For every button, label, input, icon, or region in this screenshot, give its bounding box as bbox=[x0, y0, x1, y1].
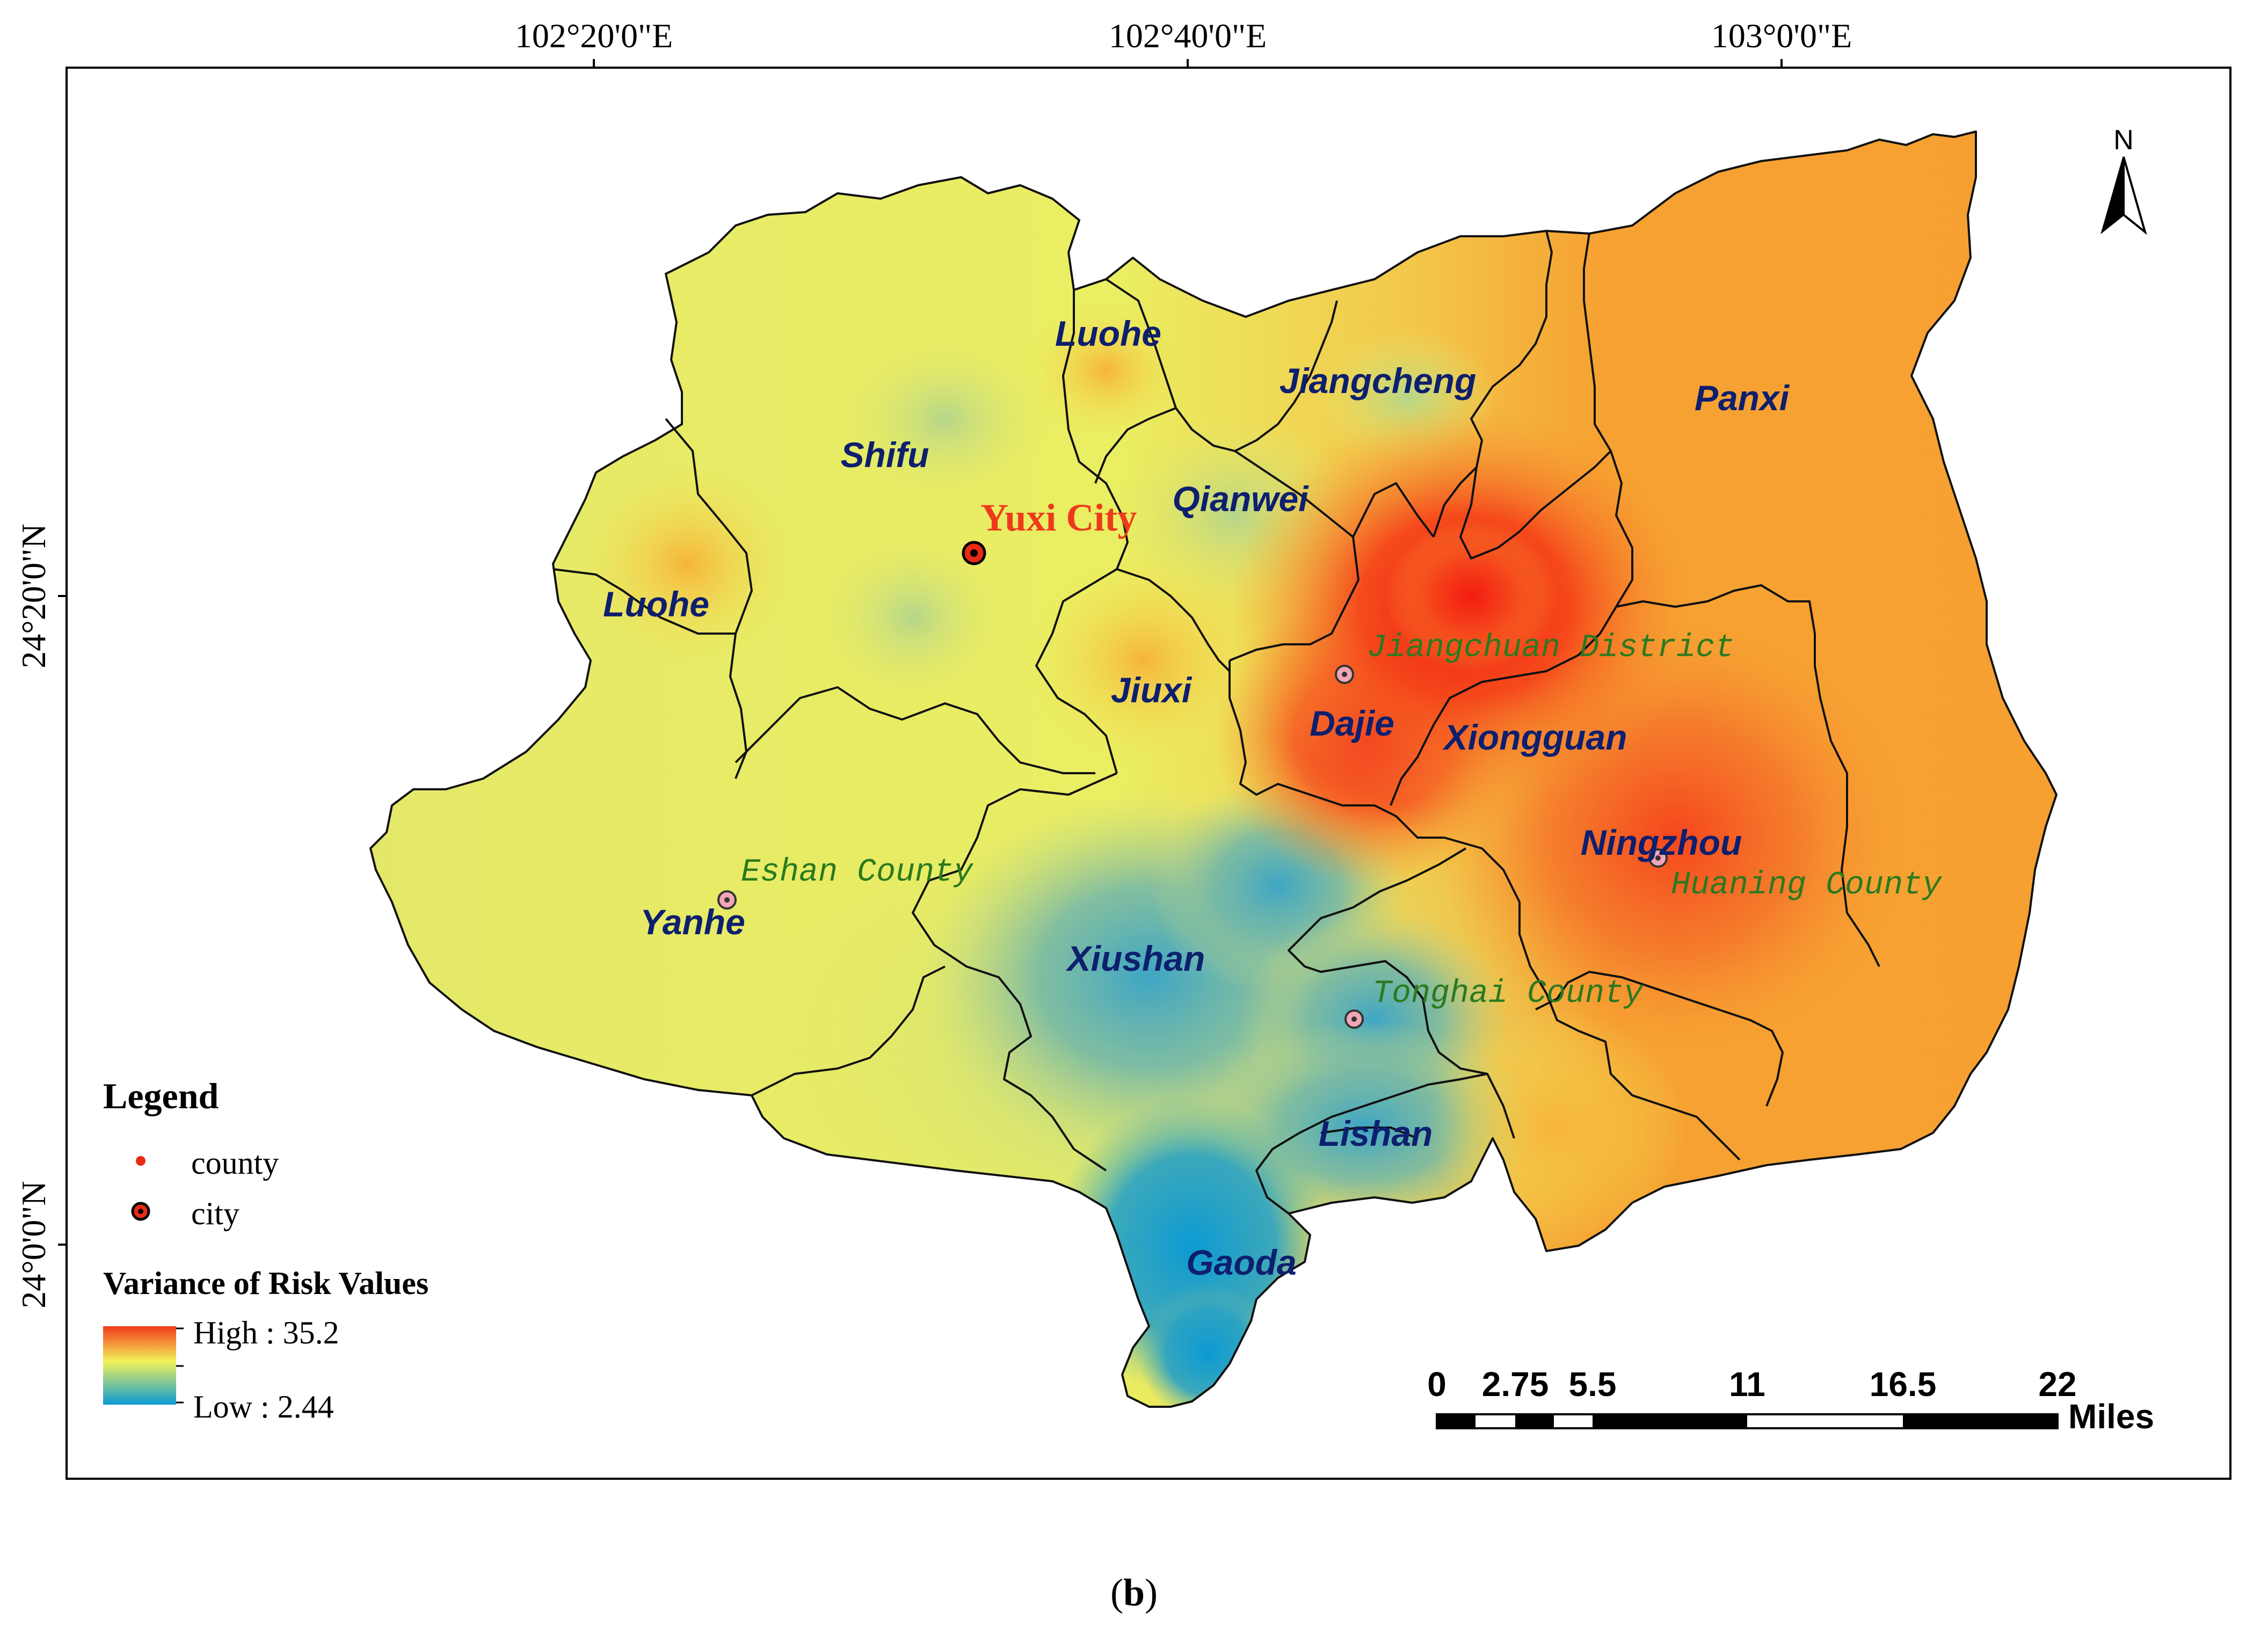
boundary-line bbox=[751, 965, 946, 1096]
legend-city-symbol bbox=[131, 1202, 150, 1221]
legend-color-ramp bbox=[103, 1326, 176, 1405]
town-label-yanhe: Yanhe bbox=[640, 902, 745, 942]
legend-low-label: Low : 2.44 bbox=[193, 1389, 334, 1424]
latitude-label-1: 24°20'0"N bbox=[14, 524, 53, 668]
graticule-ticks bbox=[58, 59, 1783, 1246]
scale-tick-2-75: 2.75 bbox=[1482, 1365, 1549, 1404]
town-label-jiuxi: Jiuxi bbox=[1111, 670, 1193, 710]
scale-tick-5-5: 5.5 bbox=[1569, 1365, 1617, 1404]
county-label-eshan: Eshan County bbox=[741, 854, 974, 891]
scale-tick-11: 11 bbox=[1729, 1365, 1765, 1404]
boundary-line bbox=[553, 568, 736, 635]
legend-county-symbol bbox=[136, 1156, 146, 1166]
town-label-dajie: Dajie bbox=[1310, 703, 1394, 743]
north-arrow: N bbox=[2100, 125, 2147, 235]
legend-variance-title: Variance of Risk Values bbox=[103, 1266, 428, 1301]
boundary-line bbox=[1535, 971, 1784, 1107]
town-label-panxi: Panxi bbox=[1695, 378, 1790, 418]
city-label-yuxi: Yuxi City bbox=[980, 496, 1137, 539]
boundary-line bbox=[1583, 233, 1612, 452]
county-marker-eshan bbox=[717, 890, 737, 910]
boundary-line bbox=[1229, 536, 1360, 662]
town-label-lishan: Lishan bbox=[1319, 1114, 1433, 1153]
risk-variance-surface bbox=[370, 132, 2056, 1407]
scale-bar: 0 2.75 5.5 11 16.5 22 Miles bbox=[1427, 1365, 2154, 1436]
north-arrow-icon bbox=[2100, 156, 2125, 235]
legend-high-label: High : 35.2 bbox=[193, 1315, 339, 1350]
longitude-label-3: 103°0'0"E bbox=[1711, 17, 1852, 55]
county-label-huaning: Huaning County bbox=[1671, 867, 1943, 904]
county-label-jiangchuan: Jiangchuan District bbox=[1367, 630, 1734, 666]
town-label-xiongguan: Xiongguan bbox=[1442, 717, 1627, 757]
longitude-label-2: 102°40'0"E bbox=[1109, 17, 1267, 55]
boundary-line bbox=[1288, 847, 1488, 1075]
legend: Legend county city Variance of Risk Valu… bbox=[103, 1075, 428, 1424]
boundary-line bbox=[1116, 568, 1231, 672]
scale-tick-0: 0 bbox=[1427, 1365, 1446, 1404]
boundary-line bbox=[1433, 450, 1633, 608]
boundary-line bbox=[1444, 837, 1741, 1161]
county-label-tonghai: Tonghai County bbox=[1372, 976, 1644, 1012]
boundary-line bbox=[1470, 230, 1553, 468]
boundary-line bbox=[1094, 407, 1176, 484]
town-label-ningzhou: Ningzhou bbox=[1581, 823, 1742, 862]
boundary-line bbox=[1390, 606, 1617, 806]
boundary-line bbox=[1234, 450, 1435, 538]
boundary-line bbox=[912, 772, 1117, 1172]
town-label-jiangcheng: Jiangcheng bbox=[1280, 361, 1477, 401]
county-marker-huaning bbox=[1648, 848, 1668, 868]
legend-title: Legend bbox=[103, 1075, 219, 1116]
latitude-label-2: 24°0'0"N bbox=[14, 1181, 53, 1308]
boundary-line bbox=[735, 686, 1095, 774]
boundary-line bbox=[1320, 1126, 1418, 1139]
town-label-xiushan: Xiushan bbox=[1065, 939, 1205, 978]
scale-tick-16-5: 16.5 bbox=[1870, 1365, 1937, 1404]
north-arrow-label: N bbox=[2113, 125, 2134, 156]
map-frame bbox=[66, 67, 2231, 1480]
boundary-line bbox=[1229, 660, 1444, 839]
county-marker-jiangchuan bbox=[1335, 665, 1354, 684]
scale-tick-22: 22 bbox=[2038, 1365, 2076, 1404]
scale-unit: Miles bbox=[2068, 1397, 2154, 1436]
town-label-gaoda: Gaoda bbox=[1186, 1242, 1296, 1282]
boundary-line bbox=[665, 418, 753, 779]
boundary-line bbox=[1255, 1073, 1515, 1215]
city-marker-yuxi bbox=[962, 541, 986, 565]
town-label-luohe-west: Luohe bbox=[603, 584, 709, 624]
figure-caption: (b) bbox=[1110, 1571, 1158, 1614]
legend-county-label: county bbox=[191, 1145, 279, 1181]
town-label-qianwei: Qianwei bbox=[1172, 479, 1309, 519]
county-marker-tonghai bbox=[1344, 1009, 1364, 1029]
longitude-label-1: 102°20'0"E bbox=[515, 17, 673, 55]
town-label-luohe-north: Luohe bbox=[1055, 314, 1161, 353]
legend-city-label: city bbox=[191, 1196, 239, 1231]
boundaries bbox=[369, 130, 2058, 1408]
boundary-line bbox=[1616, 584, 1880, 967]
town-label-shifu: Shifu bbox=[841, 435, 929, 475]
